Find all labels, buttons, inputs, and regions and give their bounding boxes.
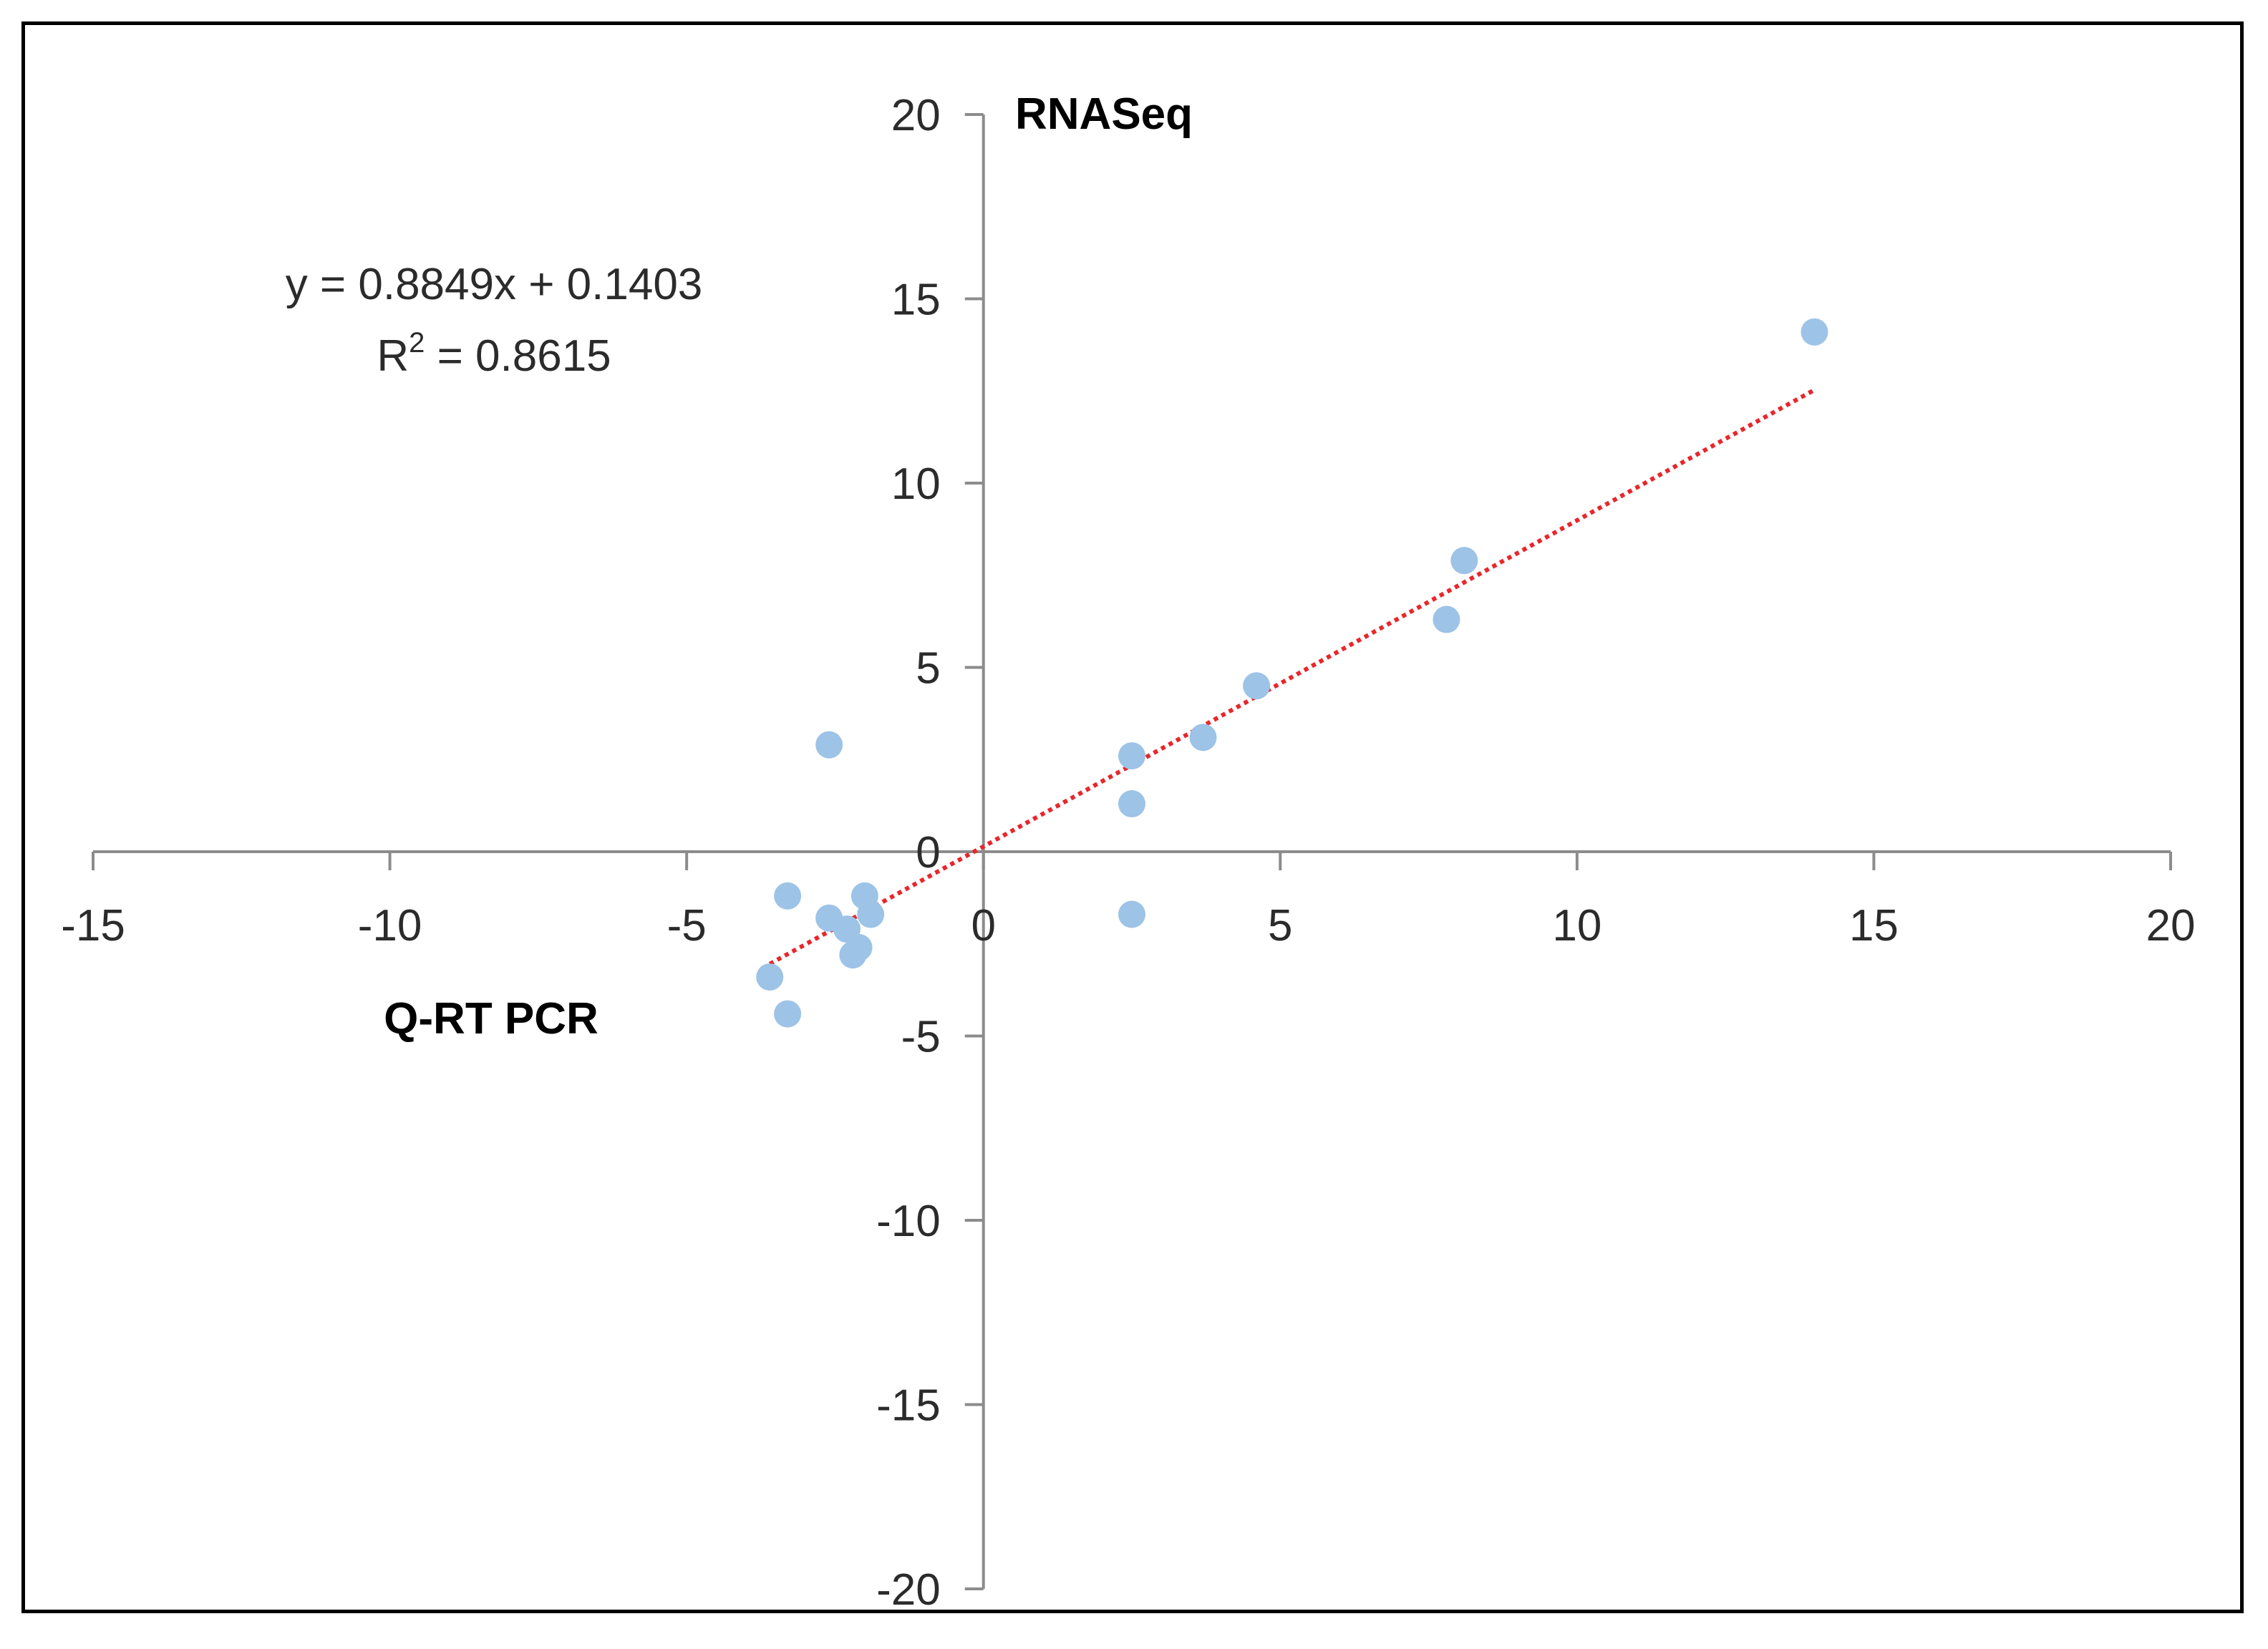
y-tick-label: 10 [891, 459, 941, 509]
y-axis-title: RNASeq [1015, 89, 1193, 139]
y-tick-label: -20 [876, 1565, 941, 1615]
y-tick-label: 20 [891, 91, 941, 140]
data-point [1118, 900, 1145, 928]
r-squared-value: = 0.8615 [425, 331, 611, 381]
data-point [774, 1000, 802, 1028]
x-tick-label: 5 [1268, 901, 1292, 950]
x-tick-label: -10 [358, 901, 422, 950]
r-squared-r: R [377, 331, 409, 381]
data-points [756, 318, 1828, 1028]
y-tick-label: -15 [876, 1381, 941, 1431]
y-tick-label: -5 [901, 1013, 941, 1062]
data-point [839, 941, 867, 969]
y-tick-label: 5 [916, 644, 940, 694]
y-tick-label: -10 [876, 1197, 941, 1246]
data-point [815, 731, 843, 759]
r-squared-superscript: 2 [409, 327, 425, 359]
data-point [1433, 605, 1460, 633]
trendline [768, 388, 1816, 966]
data-point [1450, 547, 1478, 575]
data-point [1118, 742, 1145, 770]
x-tick-label: 10 [1552, 901, 1601, 950]
x-tick-label: -15 [61, 901, 125, 950]
trendline-layer [768, 388, 1816, 966]
r-squared-label: R2 = 0.8615 [377, 327, 611, 381]
data-point [1243, 672, 1271, 700]
y-tick-label: 15 [891, 276, 941, 325]
y-tick-label: 0 [916, 828, 940, 877]
data-point [1189, 724, 1217, 751]
x-tick-labels: -15 -10 -5 0 5 10 15 20 [61, 901, 2195, 950]
y-tick-labels: -20 -15 -10 -5 0 5 10 15 20 [876, 91, 941, 1615]
data-point [857, 900, 885, 928]
data-point [1118, 790, 1145, 818]
x-axis-title: Q-RT PCR [384, 994, 598, 1044]
x-tick-label: 0 [971, 901, 995, 950]
data-point [774, 882, 802, 910]
data-point [1801, 318, 1828, 346]
x-tick-label: -5 [667, 901, 707, 950]
x-tick-label: 15 [1849, 901, 1899, 950]
data-point [756, 963, 784, 991]
trendline-equation: y = 0.8849x + 0.1403 [286, 260, 703, 309]
tick-marks [92, 113, 2172, 1590]
x-tick-label: 20 [2146, 901, 2196, 950]
